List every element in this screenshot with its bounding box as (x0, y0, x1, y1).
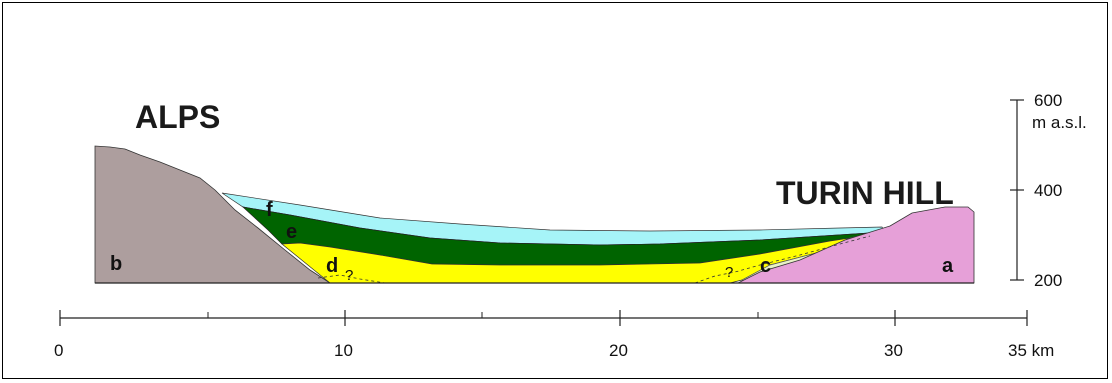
alps-label: ALPS (135, 99, 220, 135)
question-mark-left: ? (345, 267, 353, 284)
distance-tick-30: 30 (884, 341, 903, 360)
elevation-tick-200: 200 (1034, 271, 1062, 290)
elevation-tick-400: 400 (1034, 181, 1062, 200)
elevation-unit: m a.s.l. (1032, 113, 1087, 132)
elevation-axis: 600 m a.s.l. 400 200 (1010, 91, 1087, 290)
dashed-boundary-right (694, 235, 871, 284)
turin-hill-label: TURIN HILL (776, 175, 954, 211)
unit-f-label: f (266, 199, 273, 221)
distance-axis: 0 10 20 30 35 km (54, 310, 1054, 360)
unit-d-label: d (326, 255, 338, 277)
dashed-boundary-left (317, 274, 386, 284)
alps-rock-body (94, 145, 332, 284)
distance-tick-20: 20 (609, 341, 628, 360)
distance-end-label: 35 km (1008, 341, 1054, 360)
unit-e-label: e (286, 221, 297, 243)
distance-tick-0: 0 (54, 341, 63, 360)
unit-c-label: c (760, 255, 771, 277)
turin-hill-body (737, 206, 975, 284)
distance-tick-10: 10 (334, 341, 353, 360)
unit-b-label: b (110, 253, 122, 275)
unit-a-label: a (942, 255, 954, 277)
elevation-tick-600: 600 (1034, 91, 1062, 110)
question-mark-right: ? (725, 264, 733, 281)
